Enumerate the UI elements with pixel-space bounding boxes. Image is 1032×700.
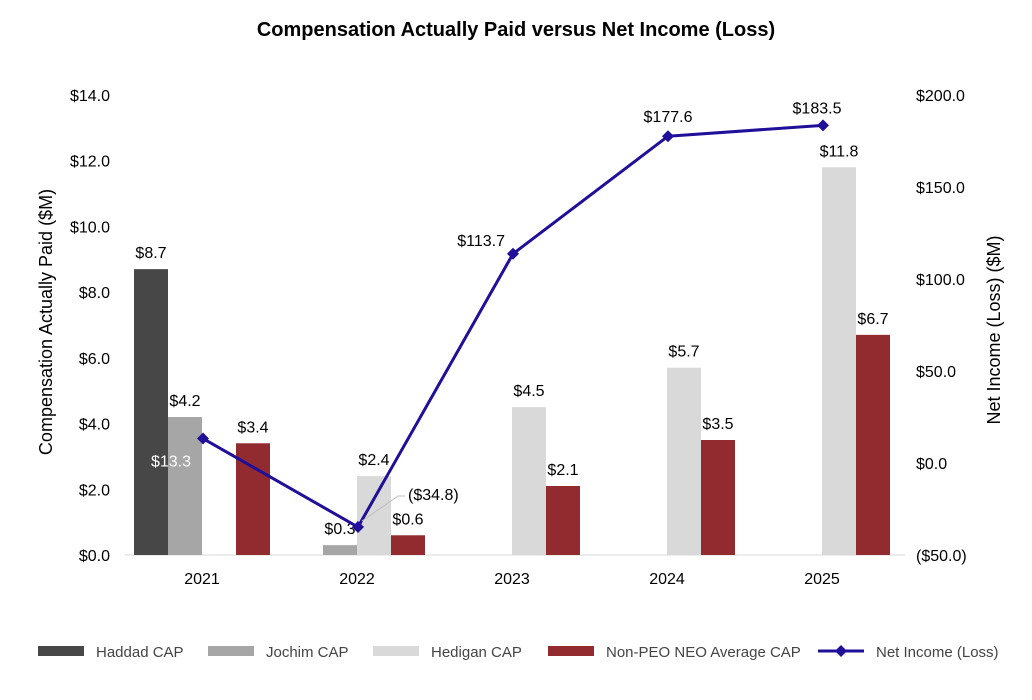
legend-label: Net Income (Loss) <box>876 644 999 661</box>
y-right-tick-label: $100.0 <box>916 272 965 289</box>
legend-label: Haddad CAP <box>96 644 184 661</box>
data-label: $3.4 <box>237 419 268 436</box>
data-label: $11.8 <box>820 143 859 160</box>
legend-label: Non-PEO NEO Average CAP <box>606 644 801 661</box>
legend-swatch <box>548 646 594 656</box>
line-marker <box>662 130 674 143</box>
bar <box>391 535 425 555</box>
leader-line <box>361 495 405 522</box>
y-left-tick-label: $4.0 <box>79 417 110 434</box>
x-tick-label: 2022 <box>339 571 375 588</box>
bar <box>667 367 701 555</box>
data-label: $4.5 <box>513 383 544 400</box>
line-data-label: $113.7 <box>457 233 505 250</box>
x-tick-label: 2024 <box>649 571 685 588</box>
chart-title: Compensation Actually Paid versus Net In… <box>257 19 775 41</box>
bar <box>357 476 391 555</box>
y-right-tick-label: $150.0 <box>916 180 965 197</box>
y-right-tick-label: $0.0 <box>916 456 947 473</box>
y-right-tick-label: ($50.0) <box>916 548 967 565</box>
y-left-tick-label: $10.0 <box>70 219 110 236</box>
x-axis: 2021 2022 2023 2024 2025 <box>184 571 840 588</box>
legend-label: Jochim CAP <box>266 644 349 661</box>
y-right-tick-label: $200.0 <box>916 88 965 105</box>
bar <box>134 269 168 555</box>
legend-swatch <box>38 646 84 656</box>
data-label: $3.5 <box>702 416 733 433</box>
bar <box>323 545 357 555</box>
data-label: $0.3 <box>324 521 355 538</box>
bar-labels: $8.7 $4.2 $0.3 $2.4 $4.5 $5.7 $11.8 $3.4 $0.6 $2.… <box>135 143 888 538</box>
y-left-title: Compensation Actually Paid ($M) <box>36 189 56 455</box>
data-label: $8.7 <box>135 245 166 262</box>
legend: Haddad CAP Jochim CAP Hedigan CAP Non-PEO N… <box>38 644 999 661</box>
line-marker <box>352 521 364 534</box>
bar <box>701 440 735 555</box>
bar <box>168 417 202 555</box>
line-marker <box>197 432 209 445</box>
x-tick-label: 2023 <box>494 571 530 588</box>
x-tick-label: 2021 <box>184 571 220 588</box>
data-label: $4.2 <box>169 393 200 410</box>
y-left-tick-label: $12.0 <box>70 154 110 171</box>
y-right-title: Net Income (Loss) ($M) <box>984 235 1004 424</box>
legend-label: Hedigan CAP <box>431 644 522 661</box>
bar <box>512 407 546 555</box>
y-left-tick-label: $14.0 <box>70 88 110 105</box>
legend-swatch <box>208 646 254 656</box>
line-marker <box>507 247 519 260</box>
y-left-tick-label: $8.0 <box>79 285 110 302</box>
line-data-label: ($34.8) <box>408 487 459 504</box>
data-label: $6.7 <box>857 311 888 328</box>
data-label: $2.4 <box>358 452 389 469</box>
right-axis: ($50.0) $0.0 $50.0 $100.0 $150.0 $200.0 <box>916 88 967 565</box>
bar <box>856 334 890 555</box>
y-left-tick-label: $6.0 <box>79 351 110 368</box>
line-marker <box>817 119 829 132</box>
data-label: $2.1 <box>547 462 578 479</box>
line-data-label: $183.5 <box>793 100 842 117</box>
line-data-label: $177.6 <box>644 109 693 126</box>
y-left-tick-label: $0.0 <box>79 548 110 565</box>
net-income-line: $13.3 ($34.8) $113.7 $177.6 $183.5 <box>151 100 842 534</box>
data-label: $5.7 <box>668 344 699 361</box>
y-left-tick-label: $2.0 <box>79 482 110 499</box>
data-label: $0.6 <box>392 511 423 528</box>
legend-swatch <box>373 646 419 656</box>
y-right-tick-label: $50.0 <box>916 364 956 381</box>
x-tick-label: 2025 <box>804 571 840 588</box>
left-axis: $0.0 $2.0 $4.0 $6.0 $8.0 $10.0 $12.0 $14.0 <box>70 88 110 565</box>
bars <box>134 167 890 556</box>
line-data-label: $13.3 <box>151 454 191 471</box>
bar <box>546 486 580 555</box>
legend-marker <box>835 645 847 657</box>
bar <box>822 167 856 556</box>
